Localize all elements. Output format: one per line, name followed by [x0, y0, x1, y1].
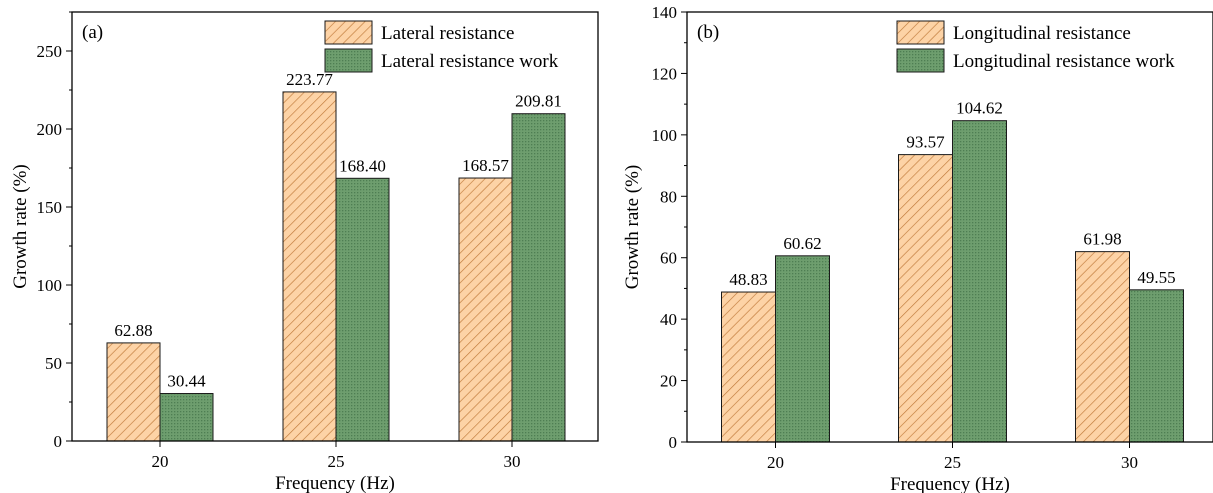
legend-entry: Lateral resistance work: [381, 51, 559, 72]
data-label: 30.44: [167, 372, 206, 391]
data-label: 61.98: [1083, 230, 1121, 249]
x-tick-label: 20: [767, 453, 784, 472]
bar-series2-30: [1129, 289, 1184, 443]
bar-series2-25: [335, 177, 390, 442]
x-tick-label: 30: [1121, 453, 1138, 472]
y-tick-label: 120: [652, 64, 678, 83]
x-axis-title: Frequency (Hz): [890, 474, 1010, 493]
data-label: 168.57: [462, 156, 509, 175]
bar-series1-20: [721, 291, 776, 443]
y-axis-title: Growth rate (%): [622, 165, 643, 290]
bar-series1-20: [106, 342, 161, 442]
y-tick-label: 0: [54, 432, 63, 451]
data-label: 62.88: [114, 321, 152, 340]
legend-entry: Longitudinal resistance work: [953, 51, 1175, 72]
x-axis-title: Frequency (Hz): [275, 473, 395, 493]
data-label: 60.62: [783, 234, 821, 253]
y-tick-label: 60: [660, 249, 677, 268]
bar-series2-25: [952, 120, 1007, 443]
data-label: 49.55: [1137, 268, 1175, 287]
y-tick-label: 40: [660, 310, 677, 329]
bar-series1-30: [1075, 251, 1130, 443]
bar-series1-25: [898, 154, 953, 443]
legend-entry: Longitudinal resistance: [953, 23, 1131, 44]
chart-panel-b: 48.83 60.62 20 93.57 104.62 25 61.98 49.55 30 0 20…: [622, 3, 1213, 493]
legend-entry: Lateral resistance: [381, 23, 514, 44]
bar-series1-25: [282, 91, 337, 442]
data-label: 93.57: [906, 133, 945, 152]
legend-swatch: [896, 20, 945, 45]
chart-panel-a: 62.88 30.44 20 223.77 168.40 25 168.57 209.81 30…: [10, 11, 599, 493]
y-tick-label: 140: [652, 3, 678, 22]
x-tick-label: 25: [944, 453, 961, 472]
y-tick-label: 20: [660, 372, 677, 391]
data-label: 104.62: [956, 99, 1003, 118]
panel-label: (b): [697, 22, 719, 43]
bar-series1-30: [458, 177, 513, 442]
y-tick-label: 100: [37, 276, 63, 295]
x-tick-label: 25: [328, 452, 345, 471]
data-label: 168.40: [339, 156, 386, 175]
plot-frame: [71, 11, 599, 442]
bar-series2-20: [775, 255, 830, 443]
y-tick-label: 50: [45, 354, 62, 373]
data-label: 209.81: [515, 92, 562, 111]
panel-label: (a): [82, 22, 103, 43]
y-tick-label: 150: [37, 198, 63, 217]
legend-swatch: [324, 20, 373, 45]
y-axis-title: Growth rate (%): [10, 164, 31, 289]
data-label: 223.77: [286, 70, 333, 89]
x-tick-label: 30: [504, 452, 521, 471]
y-tick-label: 200: [37, 120, 63, 139]
y-tick-label: 0: [669, 433, 678, 452]
y-tick-label: 80: [660, 187, 677, 206]
legend-swatch: [896, 48, 945, 73]
bar-series2-30: [511, 113, 566, 442]
legend-swatch: [324, 48, 373, 73]
y-tick-label: 100: [652, 126, 678, 145]
data-label: 48.83: [729, 270, 767, 289]
y-tick-label: 250: [37, 42, 63, 61]
bar-series2-20: [159, 393, 214, 442]
x-tick-label: 20: [152, 452, 169, 471]
